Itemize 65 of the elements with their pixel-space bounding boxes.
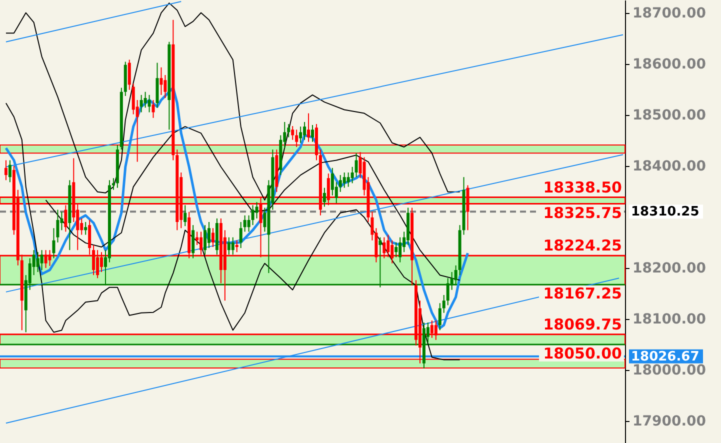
candlestick <box>338 174 342 192</box>
y-tick-label: 18000.00 <box>632 362 706 379</box>
candlestick <box>350 166 354 184</box>
ref-line-label: 18069.75 <box>543 315 622 334</box>
line-series <box>5 102 460 360</box>
candlestick <box>8 160 12 183</box>
candlestick <box>251 204 254 226</box>
candlestick <box>354 152 358 178</box>
ref-line-label: 18325.75 <box>543 204 622 222</box>
candlestick <box>287 124 290 138</box>
candlestick <box>204 224 207 256</box>
candlestick <box>84 222 88 236</box>
candlestick <box>56 209 60 243</box>
candlestick <box>311 124 314 142</box>
y-tick-label: 18500.00 <box>632 107 706 124</box>
candlestick <box>243 214 246 232</box>
candlestick <box>211 228 214 248</box>
ref-line-label: 18167.25 <box>543 284 622 303</box>
line-series <box>5 2 460 201</box>
candlestick <box>342 172 346 188</box>
candlestick <box>231 236 234 256</box>
candlestick <box>192 224 195 259</box>
candlestick <box>346 172 350 188</box>
candlestick <box>184 204 187 227</box>
candlestick <box>140 94 143 113</box>
candlestick <box>164 74 167 98</box>
candlestick <box>52 228 56 259</box>
candlestick <box>40 250 44 270</box>
candlestick <box>307 112 310 142</box>
candlestick <box>207 222 210 249</box>
candlestick <box>36 252 40 273</box>
candlestick <box>235 240 238 253</box>
candlestick <box>330 167 334 196</box>
candlestick <box>128 59 131 90</box>
candlestick <box>255 202 258 219</box>
ref-line-label: 18338.50 <box>543 178 622 196</box>
candlestick <box>291 126 294 140</box>
y-tick-label: 18100.00 <box>632 311 706 328</box>
candlestick <box>4 160 8 181</box>
candlestick <box>152 100 155 118</box>
candlestick <box>438 302 442 331</box>
candlestick <box>160 66 163 96</box>
candlestick <box>398 236 402 263</box>
ref-line-label: 18026.67 <box>631 349 700 364</box>
candlestick <box>227 236 230 256</box>
y-tick-label: 17900.00 <box>632 414 706 430</box>
ref-line-label: 18050.00 <box>543 344 622 362</box>
y-tick-label: 18700.00 <box>632 5 706 22</box>
candlestick <box>132 83 135 115</box>
candlestick <box>247 214 250 232</box>
y-tick-label: 18600.00 <box>632 56 706 72</box>
ref-line-label: 18224.25 <box>543 236 622 255</box>
ref-line-label: 18310.25 <box>631 204 700 220</box>
candlestick <box>322 187 326 208</box>
candlestick <box>394 242 398 258</box>
candlestick <box>112 178 115 190</box>
y-tick-label: 18400.00 <box>632 158 706 174</box>
candlestick <box>148 94 151 113</box>
candlestick <box>299 126 302 144</box>
y-tick-label: 18200.00 <box>632 260 706 276</box>
candlestick <box>144 91 147 108</box>
candlestick <box>442 294 446 314</box>
candlestick <box>303 121 306 140</box>
line-series <box>45 126 460 281</box>
candlestick <box>239 222 242 249</box>
